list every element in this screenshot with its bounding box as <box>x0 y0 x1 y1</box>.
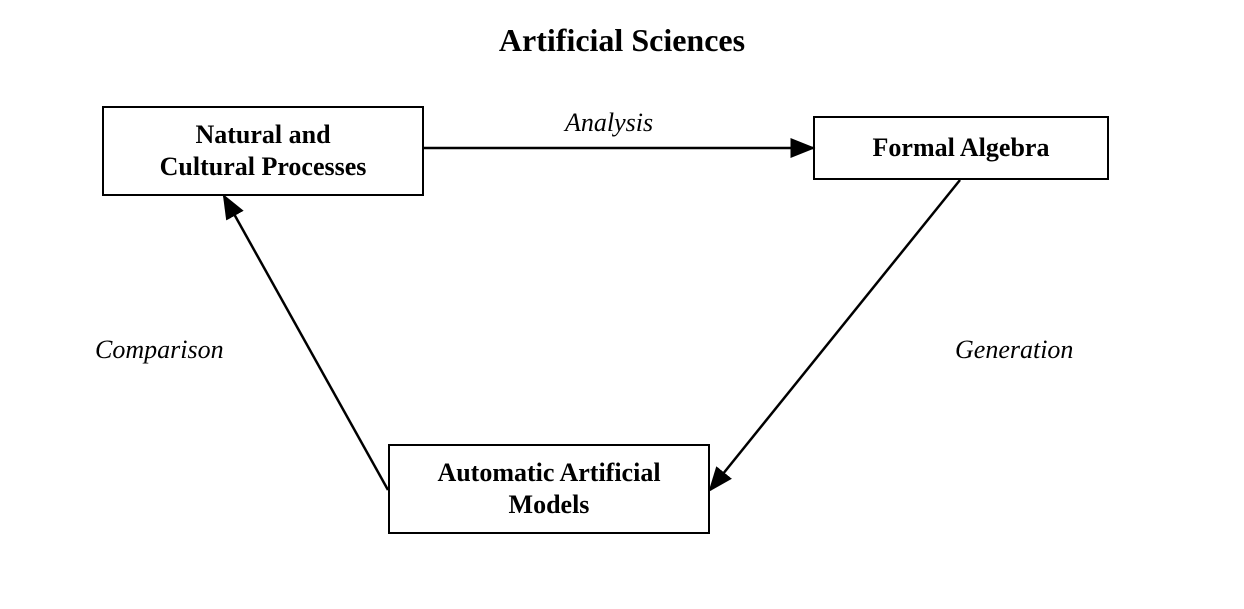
diagram-title: Artificial Sciences <box>0 22 1244 59</box>
edge-comparison <box>224 196 388 490</box>
edge-generation <box>710 180 960 490</box>
edge-label-analysis: Analysis <box>565 108 653 138</box>
node-formal-algebra: Formal Algebra <box>813 116 1109 180</box>
edge-label-generation: Generation <box>955 335 1073 365</box>
node-automatic-artificial-models: Automatic Artificial Models <box>388 444 710 534</box>
node-natural-cultural-processes: Natural and Cultural Processes <box>102 106 424 196</box>
edge-label-comparison: Comparison <box>95 335 224 365</box>
